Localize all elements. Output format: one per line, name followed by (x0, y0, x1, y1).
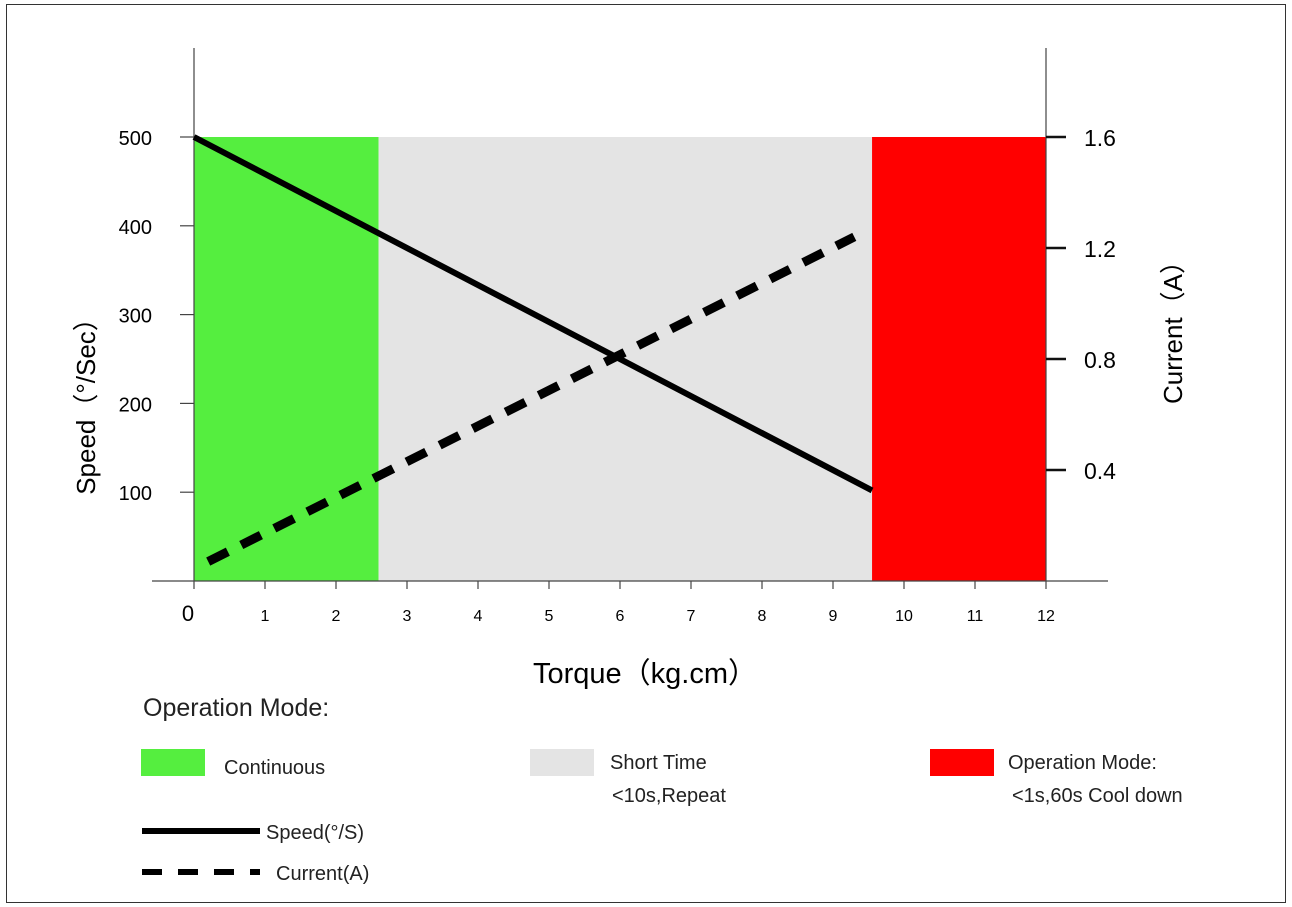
x-tick-label-7: 7 (687, 608, 696, 625)
y-tick-label-3: 400 (119, 217, 152, 239)
legend-label-0: Continuous (224, 757, 325, 779)
legend-label-1: Short Time (610, 752, 707, 774)
x-tick-label-5: 5 (545, 608, 554, 625)
y2-axis-label: Current（A） (1158, 248, 1188, 404)
y-axis-label: Speed（°/Sec） (71, 305, 101, 495)
legend-swatch-0 (141, 749, 205, 776)
x-tick-label-10: 10 (895, 608, 913, 625)
x-tick-label-9: 9 (829, 608, 838, 625)
y-tick-label-1: 200 (119, 394, 152, 416)
x-tick-label-11: 11 (967, 608, 984, 625)
y2-tick-label-1: 0.8 (1084, 347, 1116, 373)
legend-swatch-1 (530, 749, 594, 776)
legend-line-label-1: Current(A) (276, 863, 369, 885)
x-tick-label-3: 3 (403, 608, 412, 625)
zone-2 (872, 137, 1046, 581)
y2-tick-label-3: 1.6 (1084, 125, 1116, 151)
legend-label-2: Operation Mode: (1008, 752, 1157, 774)
y-tick-label-0: 100 (119, 483, 152, 505)
y2-tick-label-0: 0.4 (1084, 458, 1116, 484)
operation-zones (194, 137, 1046, 581)
y-tick-label-2: 300 (119, 306, 152, 328)
series-lines (192, 134, 874, 566)
legend-swatch-2 (930, 749, 994, 776)
legend: Operation Mode: Continuous Short Time <10s… (141, 694, 1183, 885)
y2-tick-label-2: 1.2 (1084, 236, 1116, 262)
legend-sublabel-2: <1s,60s Cool down (1012, 785, 1183, 807)
x-tick-label-4: 4 (474, 608, 483, 625)
x-tick-label-1: 1 (261, 608, 270, 625)
series-line-0 (192, 134, 874, 494)
chart-frame (6, 4, 1286, 903)
x-tick-label-8: 8 (758, 608, 767, 625)
axes: 0 1 2 3 4 5 6 7 8 9 10 11 121002003004005000.40.81.2… (119, 48, 1116, 626)
legend-sublabel-1: <10s,Repeat (612, 785, 726, 807)
x-tick-label-0: 0 (182, 601, 194, 626)
legend-line-label-0: Speed(°/S) (266, 822, 364, 844)
axis-labels: Torque（kg.cm） Speed（°/Sec） Current（A） (71, 248, 1188, 690)
legend-title: Operation Mode: (143, 694, 329, 722)
x-tick-label-6: 6 (616, 608, 625, 625)
x-tick-label-2: 2 (332, 608, 341, 625)
x-axis-label: Torque（kg.cm） (533, 658, 757, 690)
x-tick-label-12: 12 (1037, 608, 1055, 625)
zone-0 (194, 137, 379, 581)
y-tick-label-4: 500 (119, 128, 152, 150)
series-line-1 (206, 232, 857, 566)
